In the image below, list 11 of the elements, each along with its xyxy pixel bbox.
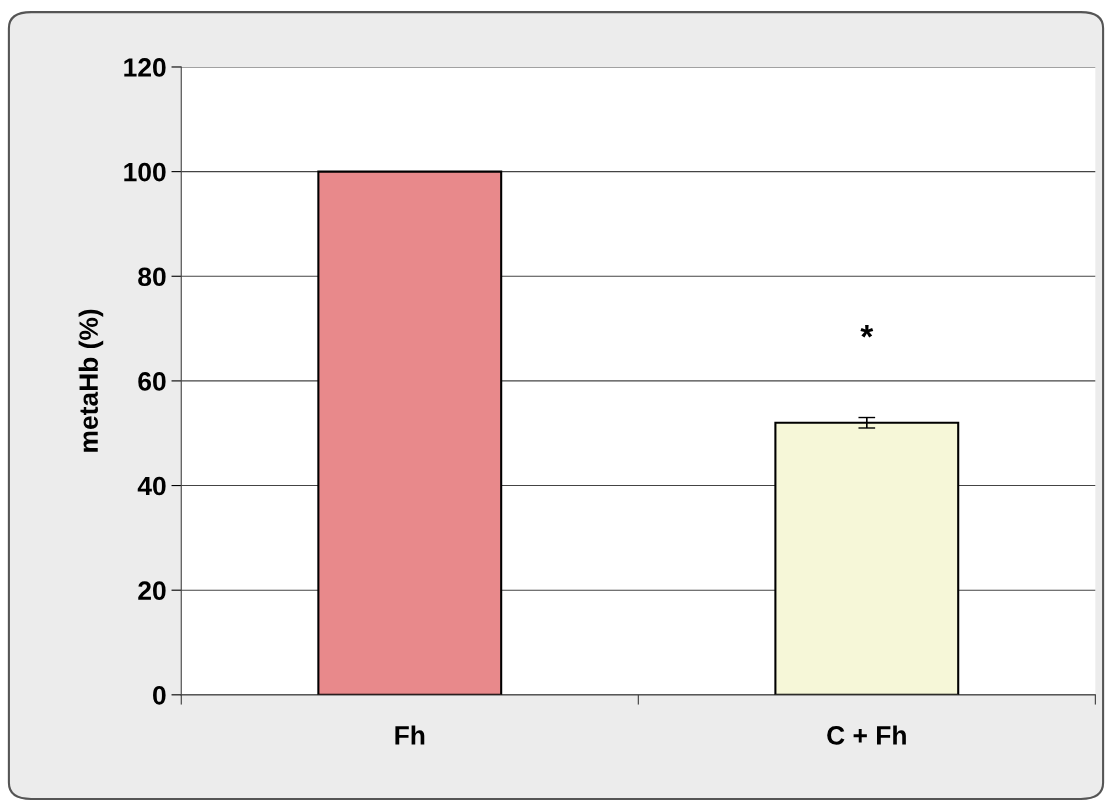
y-tick-label: 40 <box>137 476 166 496</box>
x-tick-label: C + Fh <box>827 725 906 745</box>
y-tick-label: 0 <box>153 685 166 705</box>
y-tick-label: 20 <box>138 581 166 601</box>
y-tick-label: 120 <box>124 58 166 77</box>
y-tick-label: 60 <box>138 372 166 391</box>
annotation: * <box>860 325 874 338</box>
y-tick-label: 100 <box>124 162 166 182</box>
y-axis-title: metaHb (%) <box>78 309 104 452</box>
y-tick-label: 80 <box>138 267 166 287</box>
x-tick-label: Fh <box>395 725 425 745</box>
